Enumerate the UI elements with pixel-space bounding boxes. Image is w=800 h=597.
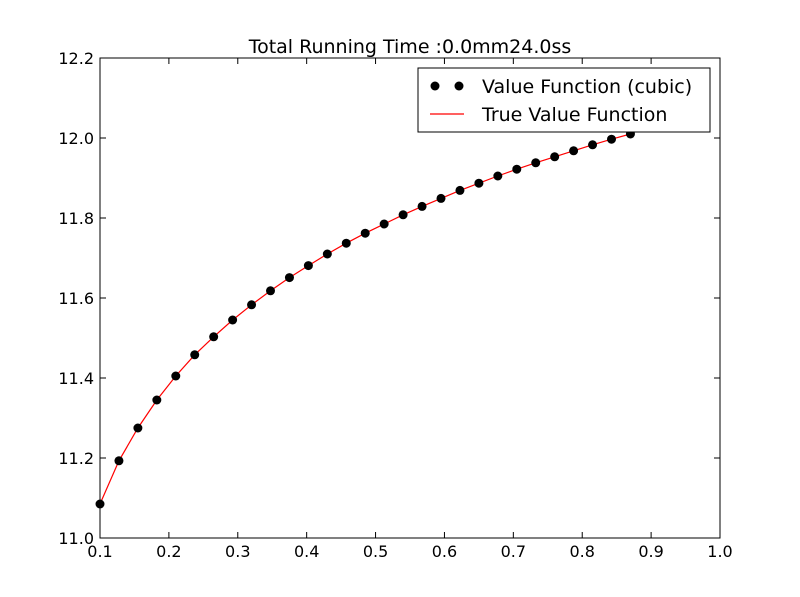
legend-marker — [454, 81, 464, 91]
data-point-value-function-cubic — [322, 249, 332, 259]
data-point-value-function-cubic — [550, 152, 560, 162]
data-point-value-function-cubic — [512, 164, 522, 174]
data-point-value-function-cubic — [360, 228, 370, 238]
data-point-value-function-cubic — [588, 140, 598, 150]
data-point-value-function-cubic — [569, 146, 579, 156]
data-point-value-function-cubic — [379, 219, 389, 229]
x-tick-label: 1.0 — [707, 542, 732, 561]
data-point-value-function-cubic — [493, 171, 503, 181]
legend-marker — [430, 81, 440, 91]
data-point-value-function-cubic — [531, 158, 541, 168]
y-tick-label: 12.0 — [58, 129, 94, 148]
data-point-value-function-cubic — [474, 178, 484, 188]
x-tick-label: 0.1 — [87, 542, 112, 561]
y-tick-label: 11.4 — [58, 369, 94, 388]
data-point-value-function-cubic — [152, 395, 162, 405]
ticks-layer: 0.1 0.2 0.3 0.4 0.5 0.6 0.7 0.8 0.9 1.0 11.0 11.2 11… — [58, 49, 732, 561]
y-tick-label: 11.6 — [58, 289, 94, 308]
y-tick-label: 11.0 — [58, 529, 94, 548]
data-point-value-function-cubic — [417, 201, 427, 211]
legend-label: True Value Function — [481, 104, 667, 126]
x-tick-label: 0.9 — [638, 542, 663, 561]
data-point-value-function-cubic — [455, 185, 465, 195]
chart-title: Total Running Time :0.0mm24.0ss — [248, 36, 572, 58]
x-tick-label: 0.3 — [225, 542, 250, 561]
data-point-value-function-cubic — [341, 238, 351, 248]
data-point-value-function-cubic — [209, 332, 219, 342]
x-tick-label: 0.8 — [569, 542, 594, 561]
data-point-value-function-cubic — [228, 315, 238, 325]
y-tick-label: 11.8 — [58, 209, 94, 228]
legend: Value Function (cubic) True Value Functio… — [417, 67, 711, 133]
data-point-value-function-cubic — [266, 286, 275, 296]
data-point-value-function-cubic — [398, 210, 408, 220]
y-tick-label: 12.2 — [58, 49, 94, 68]
x-tick-label: 0.2 — [156, 542, 181, 561]
data-point-value-function-cubic — [607, 134, 616, 144]
data-point-value-function-cubic — [133, 423, 143, 433]
legend-label: Value Function (cubic) — [482, 76, 692, 98]
data-point-value-function-cubic — [114, 456, 124, 466]
data-point-value-function-cubic — [190, 350, 200, 360]
data-point-value-function-cubic — [95, 499, 105, 509]
data-point-value-function-cubic — [247, 300, 257, 310]
x-tick-label: 0.5 — [363, 542, 388, 561]
x-tick-label: 0.4 — [294, 542, 319, 561]
y-tick-label: 11.2 — [58, 449, 94, 468]
data-point-value-function-cubic — [284, 273, 294, 283]
data-point-value-function-cubic — [436, 193, 446, 203]
legend-box — [417, 67, 711, 133]
data-point-value-function-cubic — [303, 261, 313, 271]
data-point-value-function-cubic — [171, 371, 181, 381]
x-tick-label: 0.6 — [432, 542, 457, 561]
series-layer — [95, 129, 635, 509]
x-tick-label: 0.7 — [501, 542, 526, 561]
